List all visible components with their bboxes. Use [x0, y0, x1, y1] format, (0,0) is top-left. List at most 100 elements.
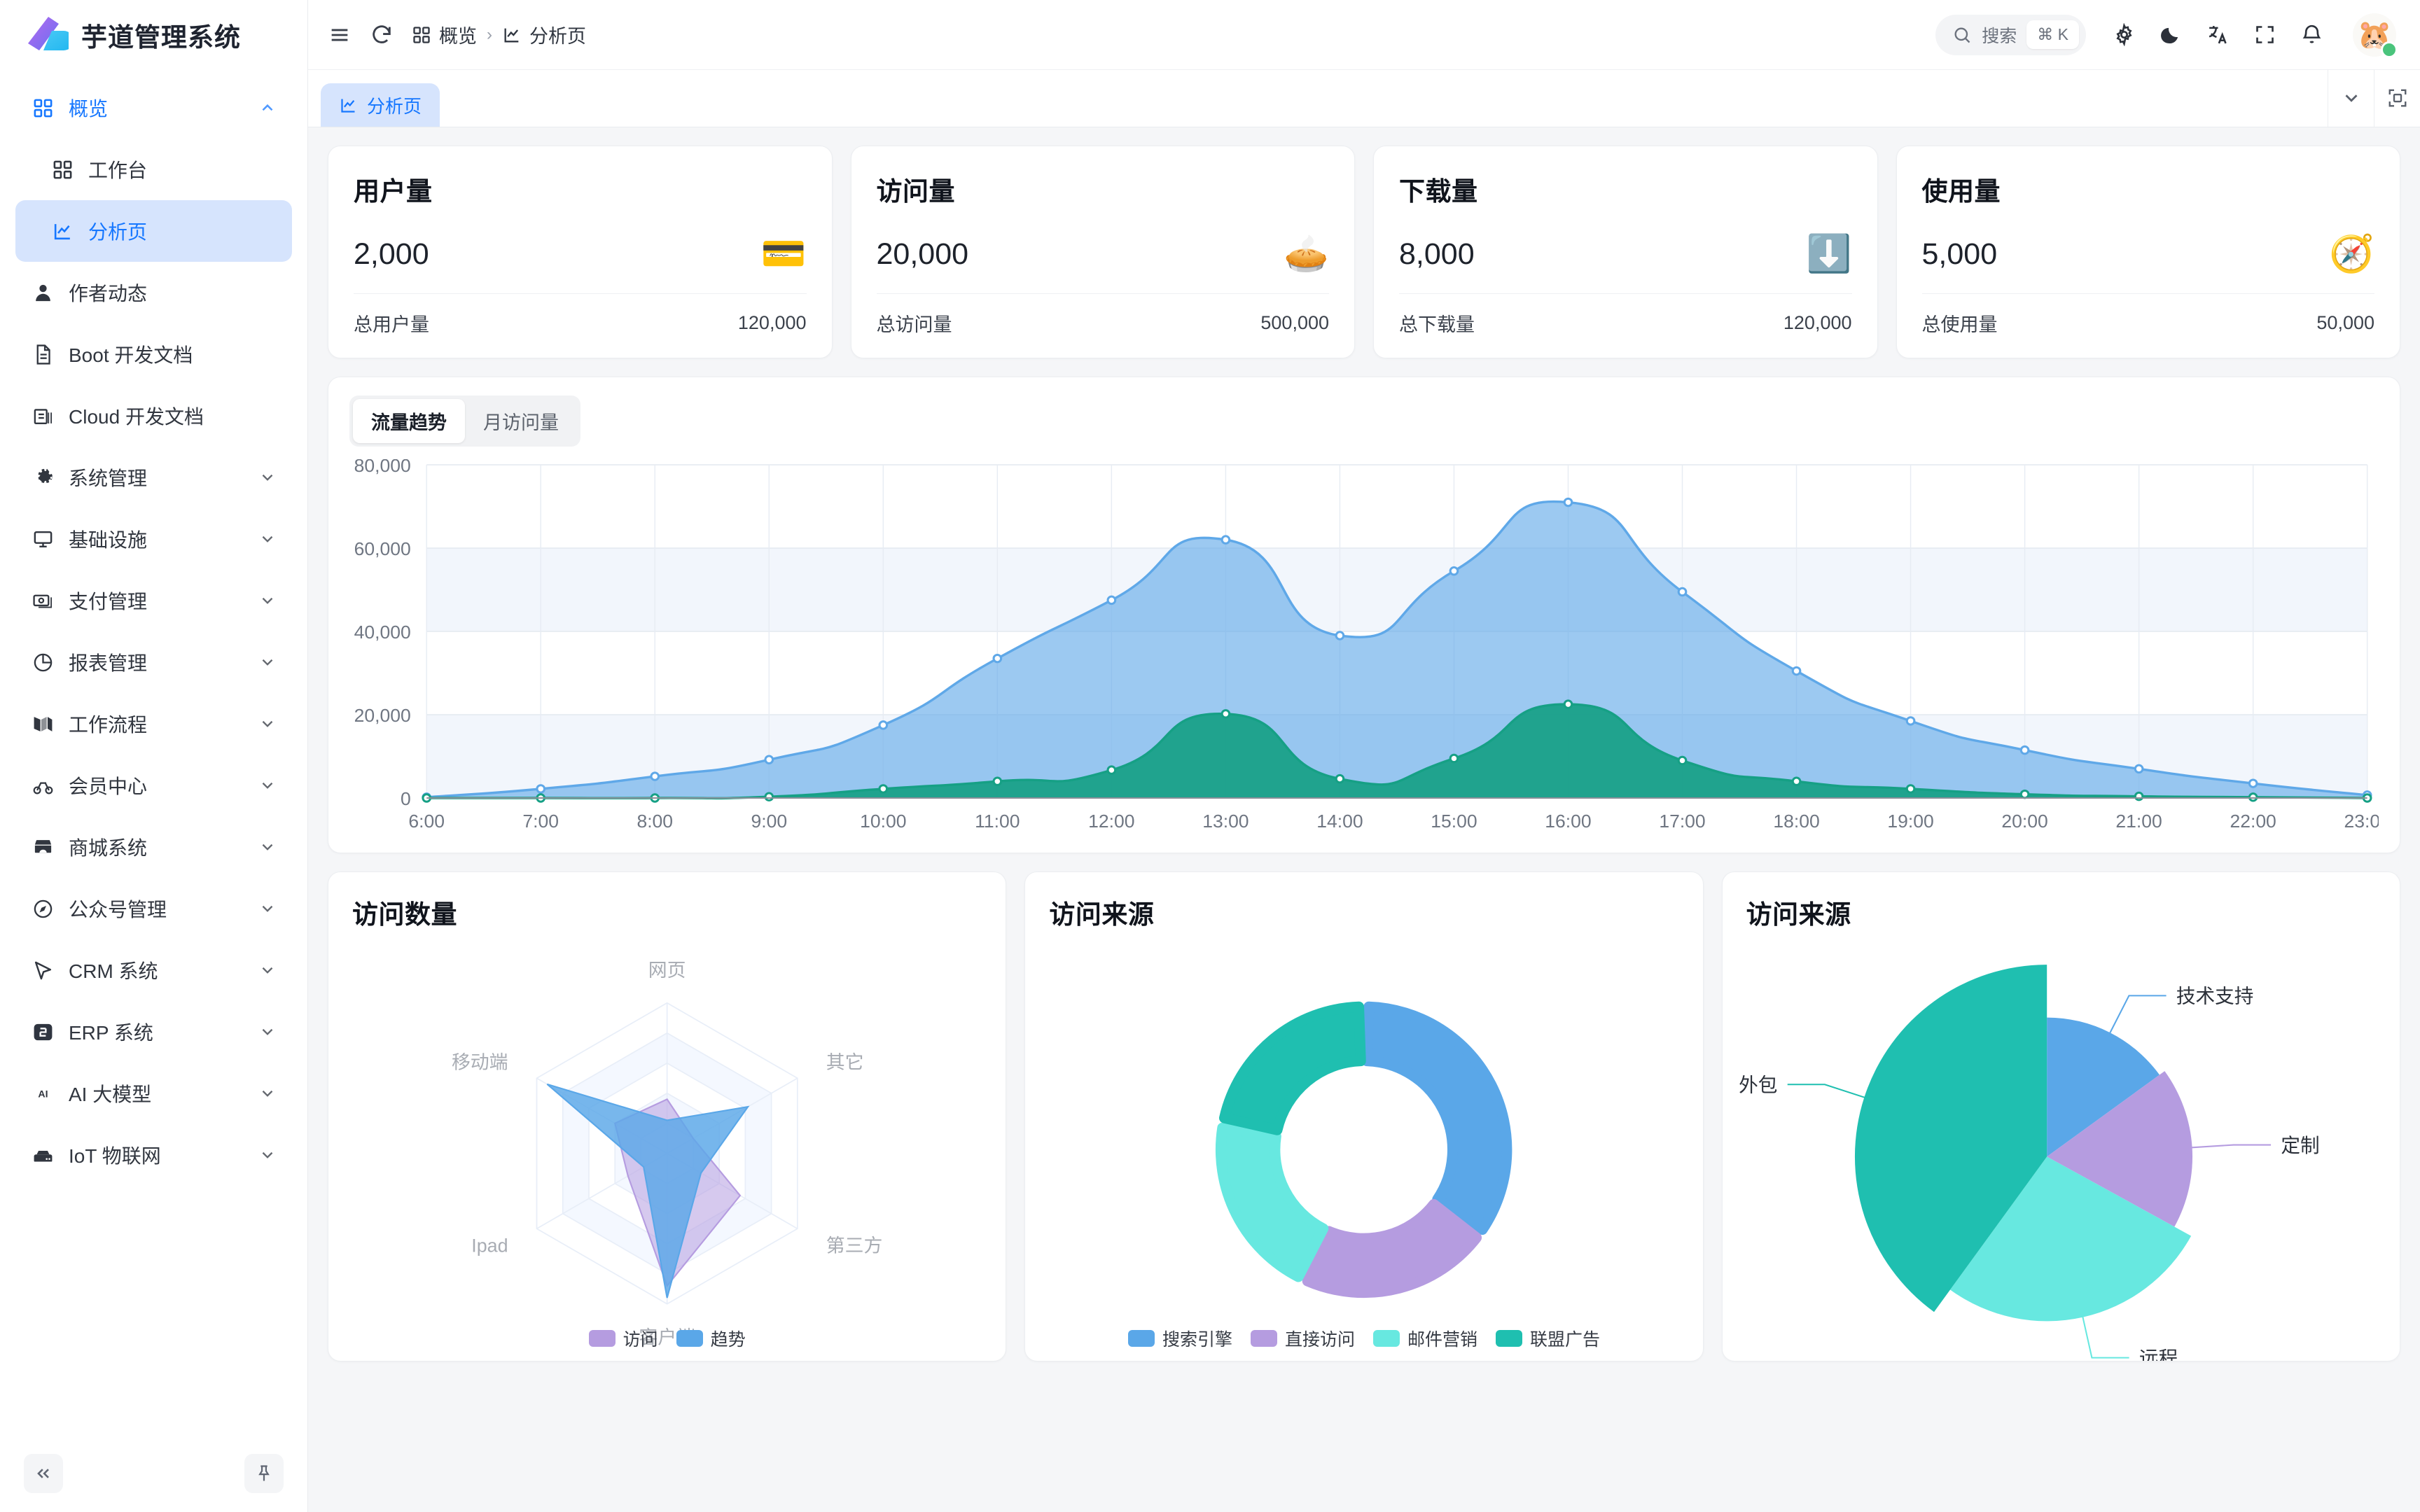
- svg-text:16:00: 16:00: [1545, 811, 1591, 832]
- legend-swatch: [676, 1330, 703, 1347]
- breadcrumb-separator: ›: [487, 24, 492, 44]
- pin-icon: [254, 1464, 274, 1483]
- sidebar-item-payment[interactable]: 支付管理: [15, 570, 292, 631]
- grid-icon: [412, 25, 431, 45]
- content-maximize-button[interactable]: [2374, 69, 2420, 127]
- pin-sidebar-button[interactable]: [244, 1454, 284, 1493]
- page-content: 用户量 2,000 💳 总用户量 120,000 访问量 20,000: [308, 127, 2420, 1512]
- panel-title: 访问来源: [1049, 900, 1155, 929]
- sidebar-item-ai-model[interactable]: AI AI 大模型: [15, 1063, 292, 1124]
- sidebar-item-reports[interactable]: 报表管理: [15, 631, 292, 693]
- legend-swatch: [1127, 1330, 1155, 1347]
- stat-foot-label: 总下载量: [1399, 314, 1475, 335]
- chevron-down-icon: [2341, 88, 2362, 108]
- sidebar-item-label: Boot 开发文档: [69, 344, 193, 366]
- stat-title: 下载量: [1399, 177, 1478, 206]
- translate-icon[interactable]: [2206, 23, 2230, 46]
- app-logo-icon: [25, 15, 69, 55]
- hamburger-icon[interactable]: [328, 23, 352, 47]
- stat-title: 用户量: [354, 177, 433, 206]
- sidebar-item-author-news[interactable]: 作者动态: [15, 262, 292, 323]
- grid-icon: [31, 96, 55, 120]
- sidebar-item-label: 会员中心: [69, 776, 148, 797]
- breadcrumb-item-analysis[interactable]: 分析页: [502, 21, 586, 48]
- sidebar-item-overview[interactable]: 概览: [15, 77, 292, 139]
- sidebar-item-label: 商城系统: [69, 837, 148, 859]
- fullscreen-icon[interactable]: [2253, 23, 2276, 46]
- legend-item[interactable]: 搜索引擎: [1127, 1326, 1232, 1351]
- legend-item[interactable]: 访问: [588, 1326, 658, 1351]
- sidebar-item-boot-docs[interactable]: Boot 开发文档: [15, 323, 292, 385]
- sidebar-item-cloud-docs[interactable]: Cloud 开发文档: [15, 385, 292, 447]
- server-icon: [31, 1143, 55, 1167]
- payment-icon: [31, 589, 55, 612]
- svg-text:20,000: 20,000: [354, 705, 411, 726]
- flow-icon: [31, 712, 55, 736]
- trend-tab-group: 流量趋势 月访问量: [349, 396, 580, 447]
- breadcrumb-item-overview[interactable]: 概览: [412, 21, 477, 48]
- svg-text:17:00: 17:00: [1659, 811, 1705, 832]
- sidebar-item-workflow[interactable]: 工作流程: [15, 693, 292, 755]
- sidebar-menu: 概览 工作台 分析页 作者动态: [0, 70, 307, 1435]
- moon-icon[interactable]: [2160, 23, 2183, 46]
- tab-dropdown-button[interactable]: [2328, 69, 2374, 127]
- chevron-up-icon: [258, 99, 277, 117]
- svg-text:12:00: 12:00: [1088, 811, 1134, 832]
- stat-card-visits: 访问量 20,000 🥧 总访问量 500,000: [850, 146, 1355, 358]
- stat-main-row: 2,000 💳: [354, 236, 807, 272]
- avatar[interactable]: 🐹: [2353, 13, 2398, 58]
- svg-text:第三方: 第三方: [826, 1236, 883, 1256]
- top-bar: 概览 › 分析页 搜索 ⌘ K: [308, 0, 2420, 70]
- sidebar-item-mall[interactable]: 商城系统: [15, 816, 292, 878]
- chevron-down-icon: [258, 468, 277, 486]
- svg-text:80,000: 80,000: [354, 459, 411, 476]
- sidebar-item-erp[interactable]: ERP 系统: [15, 1001, 292, 1063]
- legend-item[interactable]: 趋势: [676, 1326, 746, 1351]
- legend-item[interactable]: 联盟广告: [1496, 1326, 1600, 1351]
- breadcrumb: 概览 › 分析页: [412, 21, 586, 48]
- divider: [354, 293, 807, 294]
- search-placeholder: 搜索: [1982, 26, 2017, 46]
- sidebar-item-system-management[interactable]: 系统管理: [15, 447, 292, 508]
- collapse-sidebar-button[interactable]: [24, 1454, 63, 1493]
- sidebar-item-infrastructure[interactable]: 基础设施: [15, 508, 292, 570]
- brand[interactable]: 芋道管理系统: [0, 0, 307, 70]
- legend-item[interactable]: 直接访问: [1250, 1326, 1355, 1351]
- chevron-down-icon: [258, 653, 277, 671]
- svg-text:19:00: 19:00: [1887, 811, 1933, 832]
- sidebar-item-crm[interactable]: CRM 系统: [15, 939, 292, 1001]
- sidebar-item-iot[interactable]: IoT 物联网: [15, 1124, 292, 1186]
- tab-traffic-trend[interactable]: 流量趋势: [353, 399, 465, 443]
- gear-icon[interactable]: [2113, 23, 2136, 46]
- chevron-down-icon: [258, 838, 277, 856]
- search-input[interactable]: 搜索 ⌘ K: [1935, 14, 2086, 55]
- svg-text:AI: AI: [38, 1088, 48, 1100]
- gear-icon: [31, 465, 55, 489]
- divider: [1399, 293, 1852, 294]
- tab-monthly-visits[interactable]: 月访问量: [483, 412, 559, 433]
- radar-legend: 访问 趋势: [328, 1326, 1006, 1351]
- compass-icon: 🧭: [2329, 234, 2374, 274]
- donut-legend: 搜索引擎 直接访问 邮件营销 联盟广告: [1025, 1326, 1702, 1351]
- bell-icon[interactable]: [2300, 23, 2323, 46]
- visit-source-rose-card: 访问来源 技术支持 定制 远程 外包: [1721, 872, 2400, 1362]
- sidebar-item-analysis[interactable]: 分析页: [15, 200, 292, 262]
- sidebar-item-member-center[interactable]: 会员中心: [15, 755, 292, 816]
- sidebar-item-label: 概览: [69, 98, 109, 120]
- legend-item[interactable]: 邮件营销: [1372, 1326, 1477, 1351]
- sidebar-item-workbench[interactable]: 工作台: [15, 139, 292, 200]
- chevron-down-icon: [258, 715, 277, 733]
- stat-value: 8,000: [1399, 237, 1475, 271]
- traffic-trend-card: 流量趋势 月访问量 0 20,000 40,000 60,000 80,000 6:00 7…: [328, 377, 2400, 853]
- tab-analysis[interactable]: 分析页: [321, 83, 440, 127]
- legend-label: 直接访问: [1284, 1330, 1355, 1350]
- pie-icon: 🥧: [1284, 234, 1329, 274]
- panel-title: 访问数量: [352, 900, 457, 929]
- refresh-icon[interactable]: [370, 23, 394, 47]
- stat-card-users: 用户量 2,000 💳 总用户量 120,000: [328, 146, 833, 358]
- svg-text:23:00: 23:00: [2344, 811, 2379, 832]
- sidebar-item-official-account[interactable]: 公众号管理: [15, 878, 292, 939]
- visit-source-donut-card: 访问来源 搜索引擎 直接访问: [1024, 872, 1704, 1362]
- erp-icon: [31, 1020, 55, 1044]
- svg-text:9:00: 9:00: [751, 811, 787, 832]
